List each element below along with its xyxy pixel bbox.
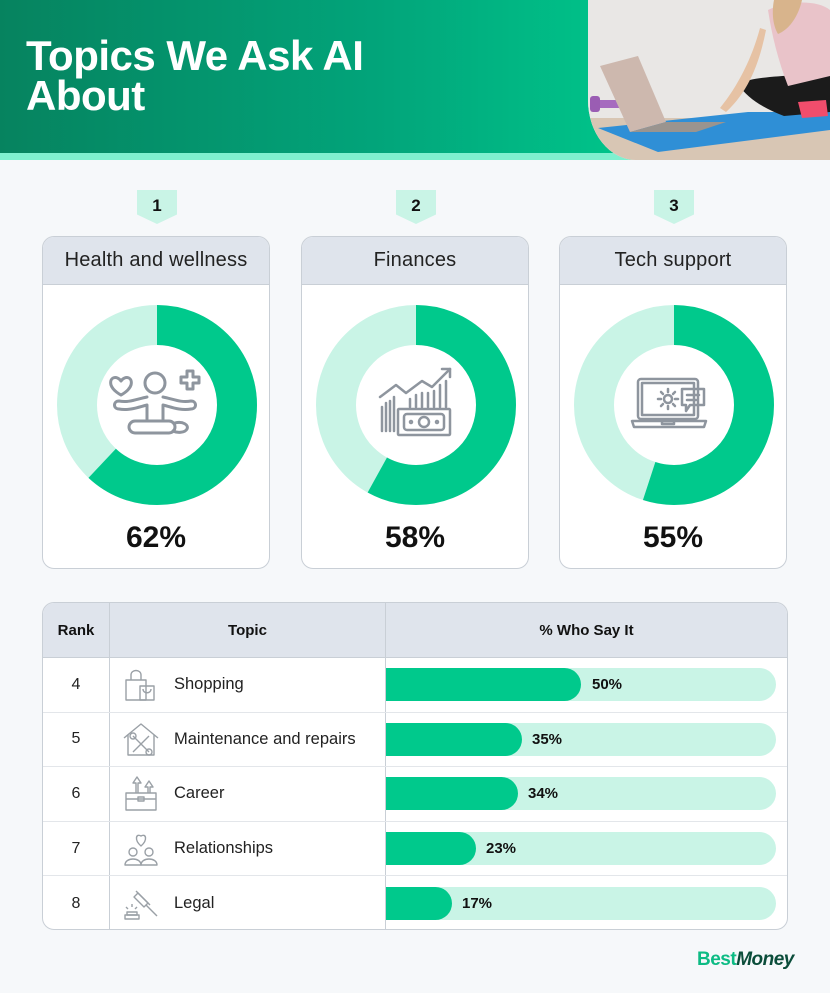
- card-title: Health and wellness: [43, 237, 269, 285]
- row-bar-cell: 23%: [386, 822, 787, 876]
- bar-value: 17%: [462, 895, 493, 913]
- briefcase-arrows-icon: [125, 776, 157, 811]
- topic-card-tech-support: Tech support 55%: [559, 236, 787, 569]
- bar-value: 35%: [532, 730, 563, 748]
- topic-card-finances: Finances 58%: [301, 236, 529, 569]
- donut-chart-58: [316, 305, 516, 505]
- rank-number: 3: [669, 196, 679, 215]
- row-topic-label: Maintenance and repairs: [174, 729, 356, 748]
- row-bar-cell: 17%: [386, 876, 787, 929]
- table-row: 6 Career 34%: [43, 767, 787, 822]
- money-growth-chart-icon: [378, 367, 452, 437]
- table-row: 7 Relationships 23%: [43, 821, 787, 877]
- row-bar-cell: 34%: [386, 767, 787, 821]
- bar-fill: [386, 832, 476, 866]
- row-rank: 8: [43, 876, 110, 929]
- row-topic-label: Relationships: [174, 839, 274, 858]
- rank-number: 1: [152, 196, 162, 215]
- row-rank: 4: [43, 658, 110, 712]
- bar-value: 23%: [486, 840, 517, 858]
- meditation-wellness-icon: [109, 369, 201, 435]
- table-header: Rank Topic % Who Say It: [43, 603, 787, 658]
- row-rank: 7: [43, 821, 110, 876]
- row-bar-cell: 50%: [386, 658, 787, 712]
- laptop-gear-chat-icon: [630, 377, 708, 429]
- donut-chart-55: [574, 305, 774, 505]
- row-topic-cell: Legal: [110, 876, 386, 929]
- bar-track: 17%: [386, 887, 776, 921]
- bar-value: 50%: [592, 676, 623, 694]
- bestmoney-logo: BestMoney: [697, 949, 794, 971]
- row-topic-label: Shopping: [174, 675, 244, 694]
- row-topic-cell: Maintenance and repairs: [110, 712, 386, 767]
- header-photo: [588, 0, 830, 160]
- shopping-bags-icon: [125, 669, 155, 701]
- rank-badge-3: 3: [654, 190, 694, 224]
- row-rank: 6: [43, 767, 110, 821]
- row-topic-cell: Shopping: [110, 658, 386, 712]
- logo-part-best: Best: [697, 949, 737, 970]
- couple-heart-icon: [124, 834, 158, 866]
- bar-fill: [386, 887, 452, 921]
- bar-track: 23%: [386, 832, 776, 866]
- logo-part-money: Money: [736, 949, 794, 970]
- rank-badge-2: 2: [396, 190, 436, 224]
- row-topic-cell: Relationships: [110, 821, 386, 876]
- donut-chart-62: [57, 305, 257, 505]
- row-bar-cell: 35%: [386, 713, 787, 767]
- topic-card-health: Health and wellness 62%: [42, 236, 270, 569]
- column-header-rank: Rank: [43, 603, 110, 657]
- table-row: 5 Maintenance and repairs 35%: [43, 712, 787, 768]
- table-row: 4 Shopping 50%: [43, 658, 787, 713]
- title-line-1: Topics We Ask AI: [26, 32, 364, 79]
- bar-fill: [386, 668, 581, 702]
- row-topic-label: Legal: [174, 894, 215, 913]
- laptop-yoga-photo-illustration: [588, 0, 830, 160]
- bar-track: 50%: [386, 668, 776, 702]
- column-header-percent: % Who Say It: [539, 621, 634, 639]
- bar-track: 35%: [386, 722, 776, 756]
- title-line-2: About: [26, 72, 145, 119]
- rank-number: 2: [411, 196, 421, 215]
- column-header-topic: Topic: [110, 603, 386, 657]
- bar-track: 34%: [386, 777, 776, 811]
- bar-fill: [386, 777, 518, 811]
- row-rank: 5: [43, 712, 110, 767]
- ranking-table: Rank Topic % Who Say It 4 Shopping 50% 5: [42, 602, 788, 930]
- row-topic-label: Career: [174, 784, 225, 803]
- card-percent: 58%: [384, 521, 446, 554]
- bar-value: 34%: [528, 785, 559, 803]
- rank-badge-1: 1: [137, 190, 177, 224]
- card-percent: 55%: [642, 521, 704, 554]
- table-row: 8 Legal 17%: [43, 876, 787, 929]
- header-banner: Topics We Ask AI About: [0, 0, 830, 160]
- page-title: Topics We Ask AI About: [26, 35, 364, 119]
- card-title: Tech support: [560, 237, 786, 285]
- house-tools-icon: [123, 723, 159, 757]
- bar-fill: [386, 722, 522, 756]
- row-topic-cell: Career: [110, 767, 386, 821]
- header-accent-strip: [0, 153, 830, 160]
- card-title: Finances: [302, 237, 528, 285]
- card-percent: 62%: [125, 521, 187, 554]
- gavel-icon: [124, 890, 158, 920]
